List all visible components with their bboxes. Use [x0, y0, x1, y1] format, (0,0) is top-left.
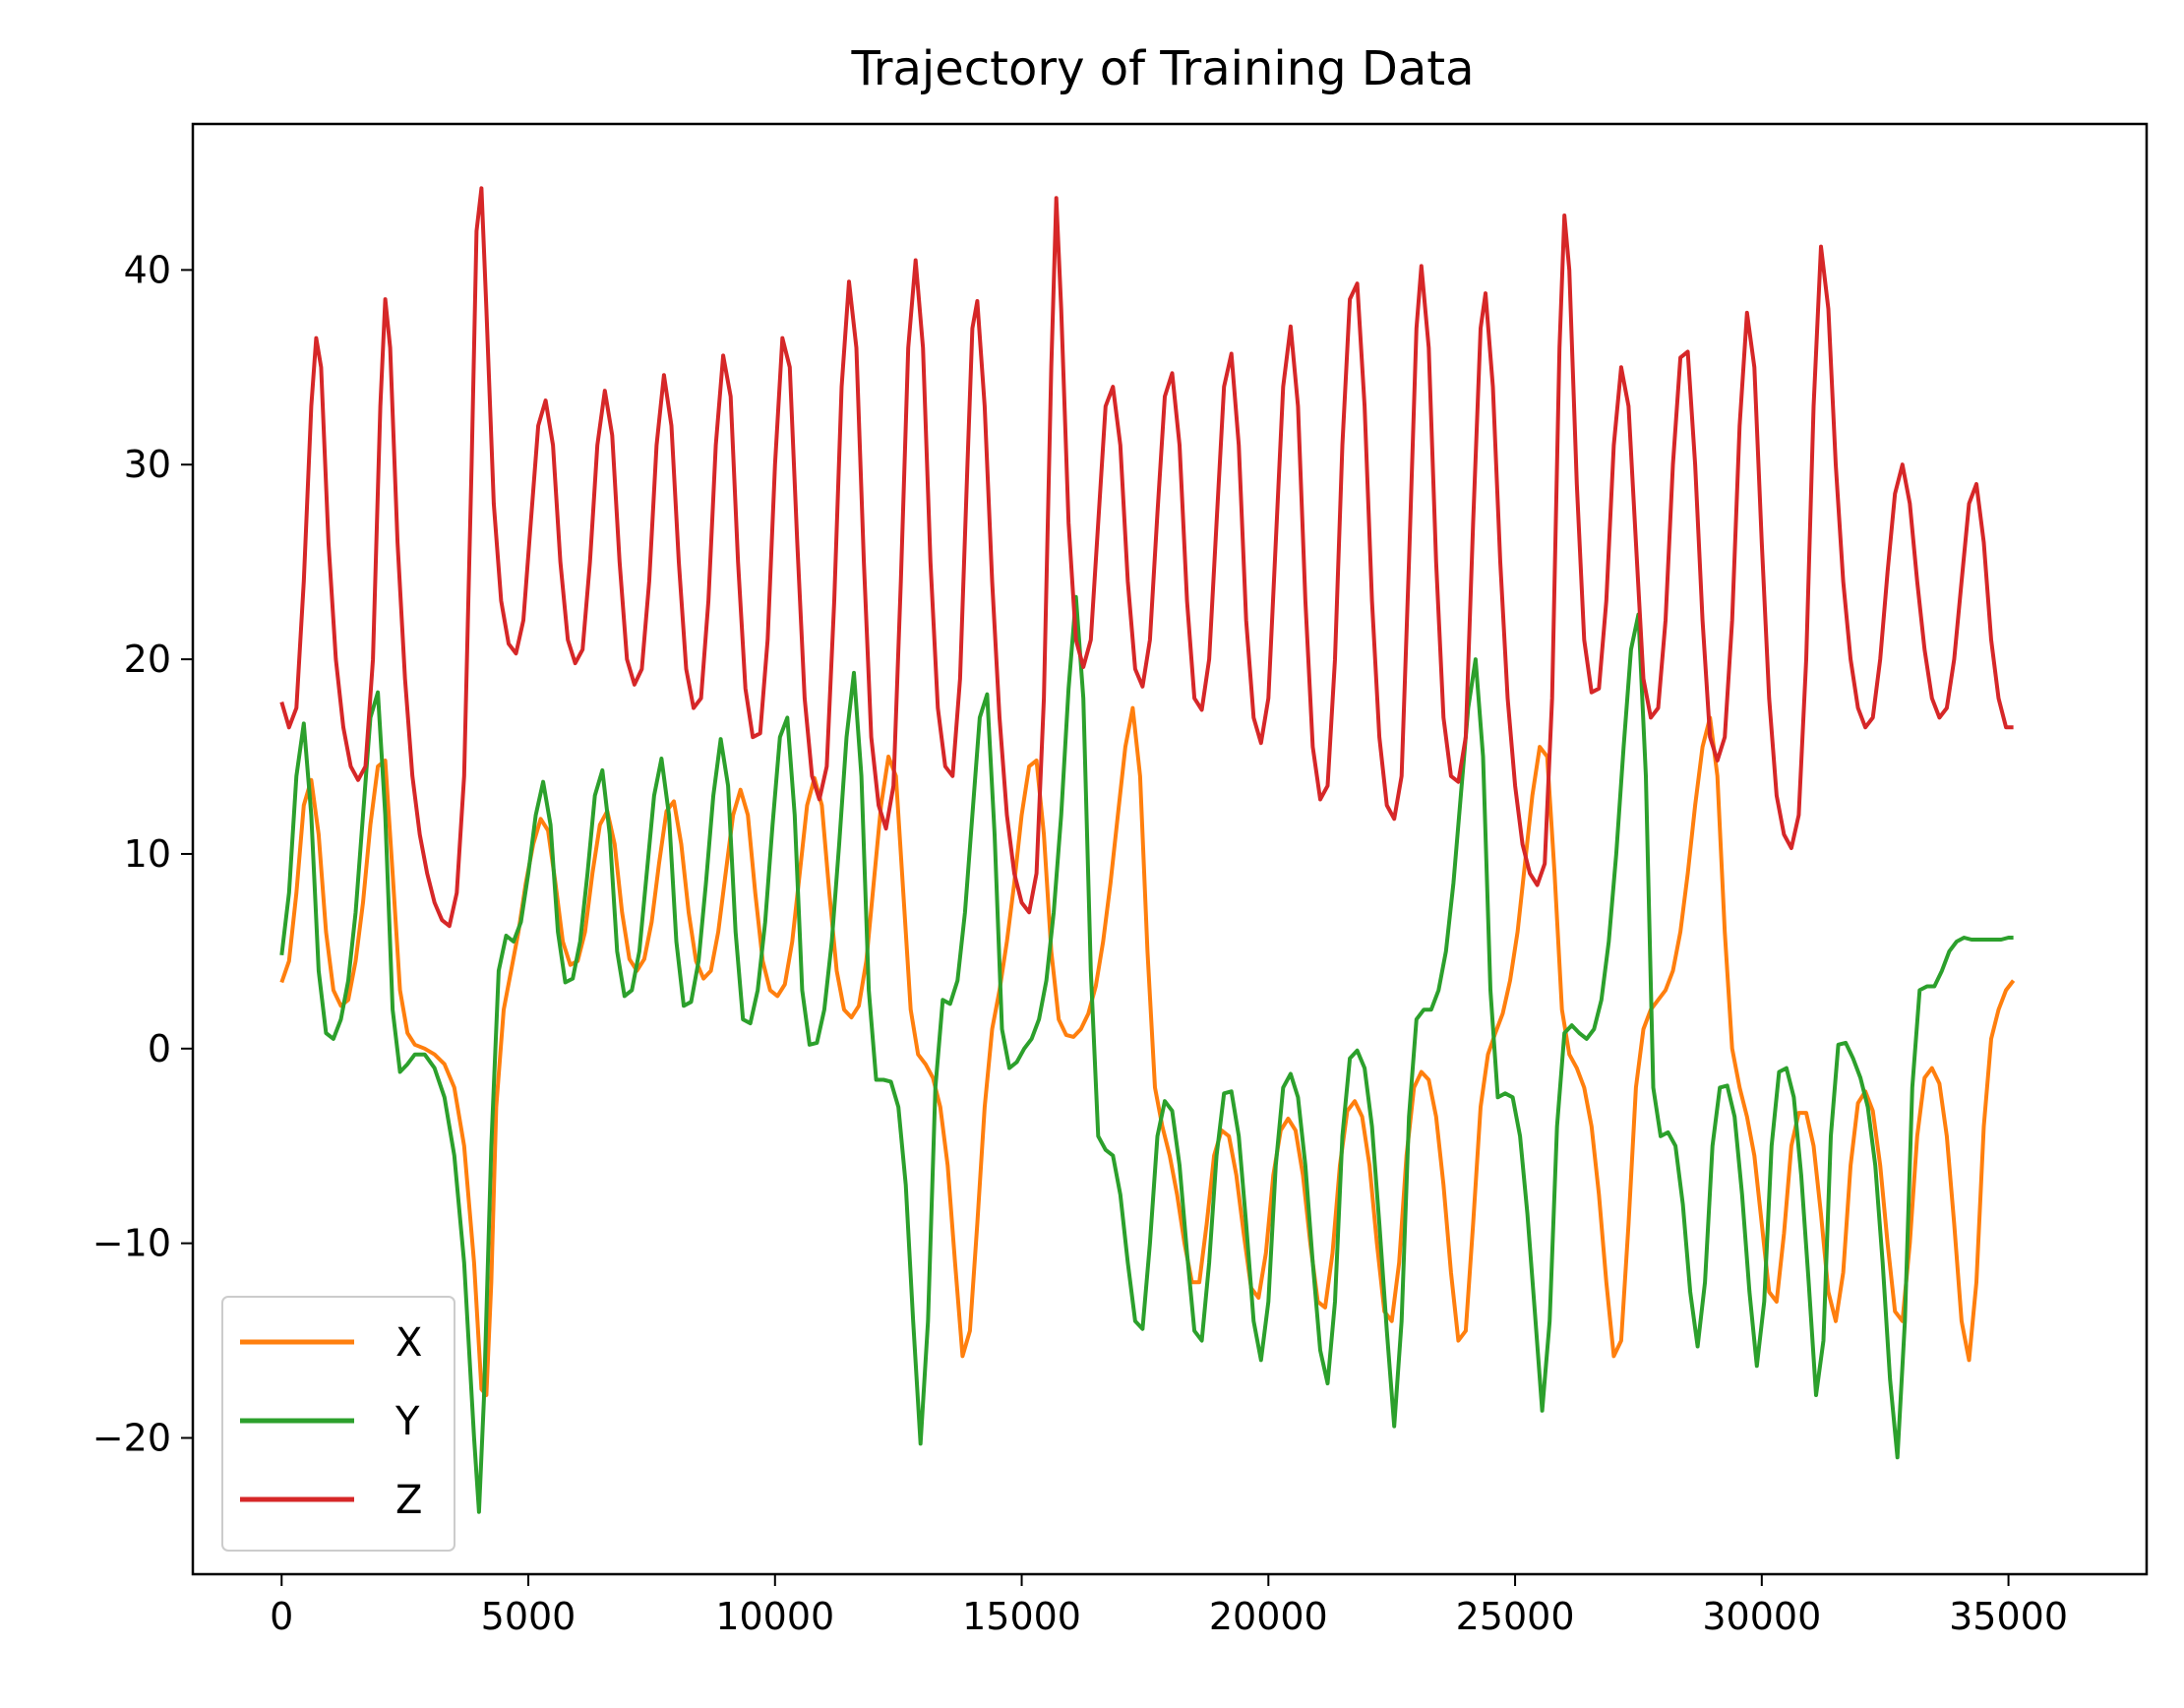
y-tick-label: 10	[124, 832, 171, 876]
y-axis: −20 −10 0 10 20 30 40	[92, 248, 193, 1460]
series-line-z	[279, 186, 2014, 929]
x-tick-label: 35000	[1949, 1595, 2068, 1638]
legend-label-x: X	[395, 1320, 422, 1366]
y-tick-label: −20	[92, 1417, 171, 1460]
plot-area	[279, 186, 2016, 1514]
y-tick-label: 40	[124, 248, 171, 291]
legend-box	[221, 1296, 455, 1552]
x-tick-label: 5000	[481, 1595, 576, 1638]
y-tick-label: 0	[148, 1027, 171, 1070]
x-tick-label: 15000	[962, 1595, 1081, 1638]
legend-label-y: Y	[394, 1399, 420, 1444]
y-tick-label: −10	[92, 1222, 171, 1265]
y-tick-label: 30	[124, 443, 171, 486]
legend-label-z: Z	[395, 1478, 422, 1523]
x-tick-label: 25000	[1456, 1595, 1575, 1638]
plot-frame	[191, 122, 2149, 1576]
x-tick-label: 20000	[1209, 1595, 1328, 1638]
x-tick-label: 10000	[715, 1595, 834, 1638]
series-line-y	[279, 594, 2014, 1514]
x-tick-label: 0	[270, 1595, 293, 1638]
x-tick-label: 30000	[1702, 1595, 1821, 1638]
legend: XYZ	[221, 1296, 455, 1552]
y-tick-label: 20	[124, 638, 171, 681]
x-axis: 0 5000 10000 15000 20000 25000 30000 35000	[270, 1574, 2068, 1638]
chart-title: Trajectory of Training Data	[850, 41, 1474, 96]
